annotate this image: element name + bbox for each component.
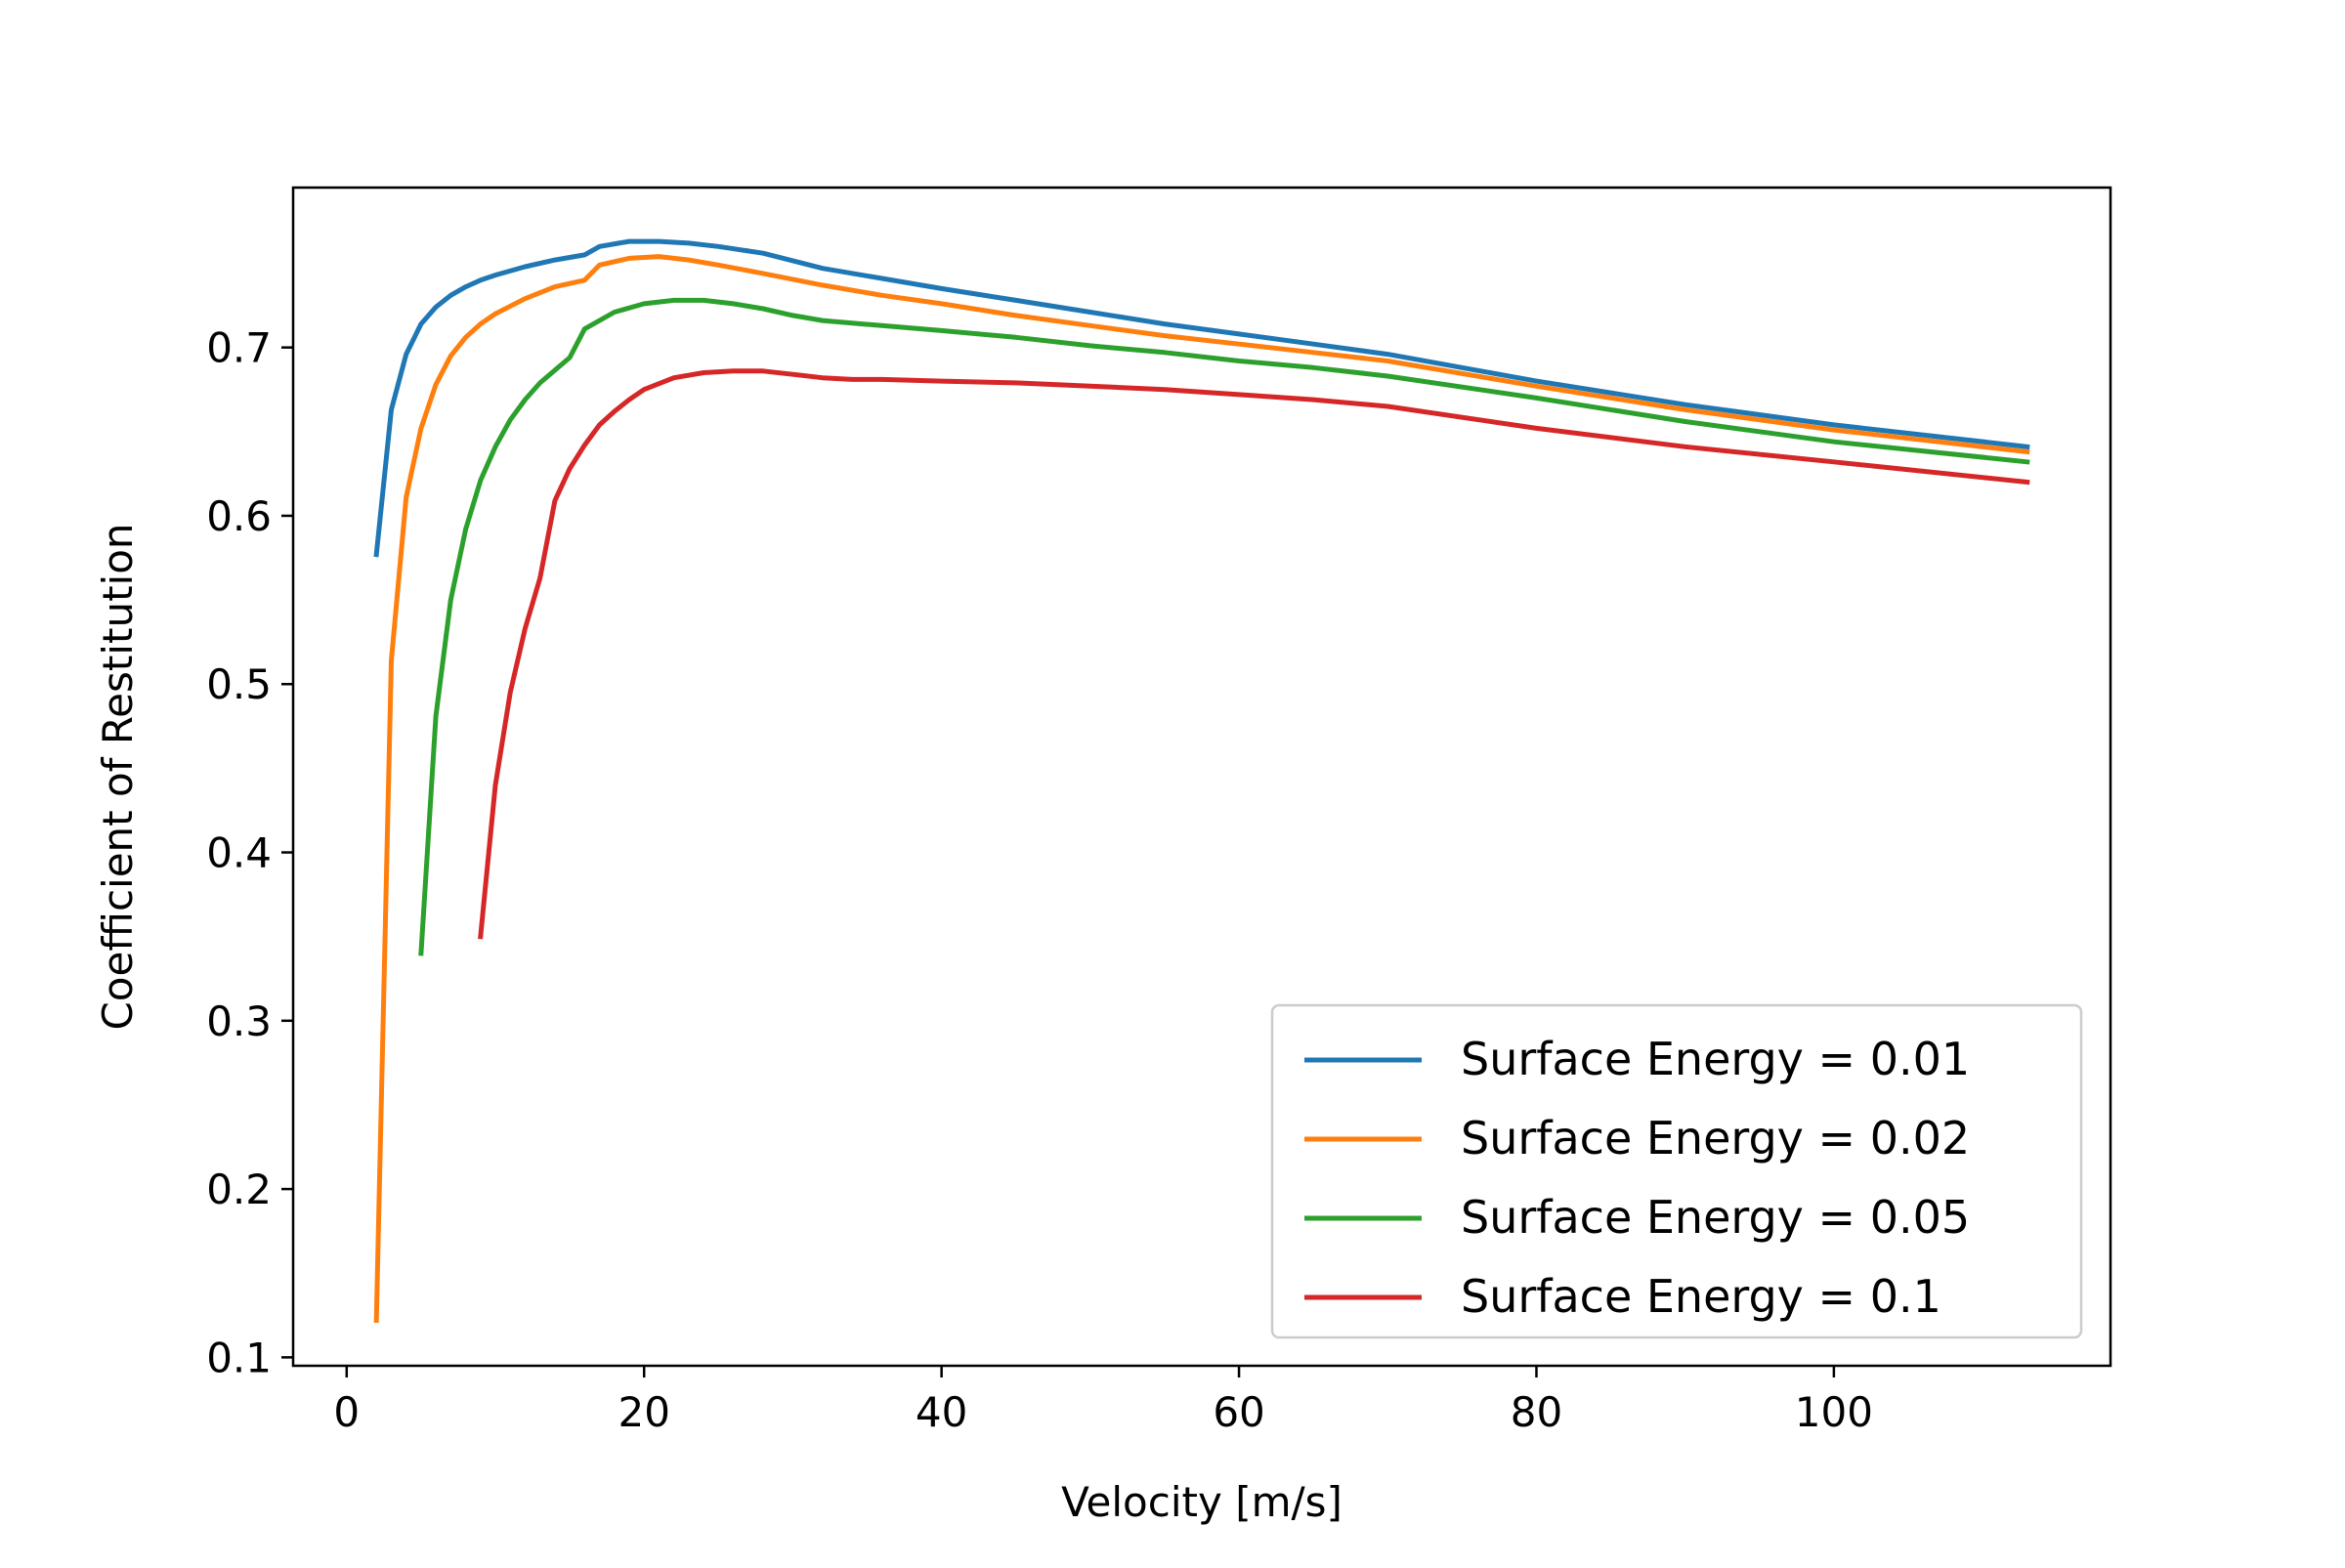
y-tick-label: 0.7 — [206, 324, 272, 372]
y-tick-label: 0.2 — [206, 1165, 272, 1213]
legend: Surface Energy = 0.01 Surface Energy = 0.… — [1270, 1003, 2083, 1339]
legend-label-1: Surface Energy = 0.01 — [1461, 1033, 1970, 1085]
series-line-3 — [418, 297, 2030, 956]
y-axis-label: Coefficient of Restitution — [94, 523, 142, 1030]
series-line-1 — [373, 238, 2030, 558]
x-tick-label: 100 — [1795, 1388, 1873, 1436]
x-tick-label: 60 — [1213, 1388, 1264, 1436]
series-line-4 — [478, 368, 2030, 940]
y-tick-label: 0.6 — [206, 492, 272, 540]
legend-label-4: Surface Energy = 0.1 — [1461, 1270, 1941, 1323]
axes-frame — [291, 186, 2112, 1368]
x-axis-ticks: 0 20 40 60 80 100 — [333, 1366, 1873, 1436]
legend-box — [1270, 1003, 2083, 1339]
y-axis-ticks: 0.1 0.2 0.3 0.4 0.5 0.6 0.7 — [206, 324, 293, 1381]
x-tick-label: 0 — [333, 1388, 360, 1436]
x-tick-label: 40 — [916, 1388, 967, 1436]
y-tick-label: 0.3 — [206, 997, 272, 1045]
legend-label-2: Surface Energy = 0.02 — [1461, 1112, 1970, 1165]
x-axis-label: Velocity [m/s] — [1061, 1478, 1343, 1526]
series-line-2 — [373, 254, 2030, 1324]
legend-label-3: Surface Energy = 0.05 — [1461, 1191, 1970, 1244]
x-tick-label: 80 — [1511, 1388, 1562, 1436]
series-lines — [373, 238, 2030, 1324]
y-tick-label: 0.5 — [206, 660, 272, 708]
y-tick-label: 0.1 — [206, 1334, 272, 1381]
y-tick-label: 0.4 — [206, 829, 272, 877]
x-tick-label: 20 — [618, 1388, 669, 1436]
